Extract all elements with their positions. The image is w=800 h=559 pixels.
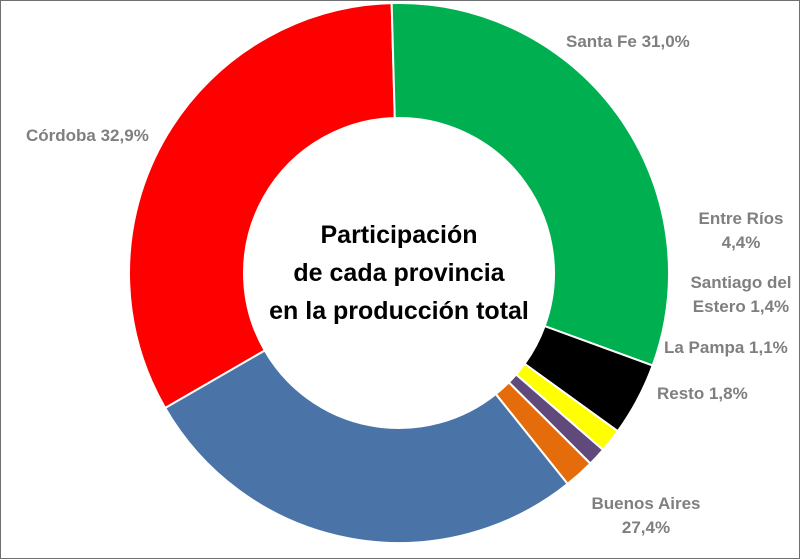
slice-label-line: 4,4%	[722, 233, 761, 252]
slice-santa-fe	[390, 2, 670, 367]
slice-label-line: Estero 1,4%	[693, 297, 789, 316]
slice-label-santa-fe: Santa Fe 31,0%	[566, 32, 690, 51]
center-title-line: Participación	[321, 221, 478, 249]
slice-label-c-rdoba: Córdoba 32,9%	[26, 126, 149, 145]
slice-label-buenos-aires: Buenos Aires 27,4%	[592, 494, 701, 537]
slice-c-rdoba	[128, 2, 396, 410]
slice-label-line: Santiago del	[690, 273, 791, 292]
slice-label-la-pampa: La Pampa 1,1%	[664, 338, 788, 357]
slice-label-entre-r-os: Entre Ríos 4,4%	[698, 209, 783, 252]
slice-label-line: Santa Fe 31,0%	[566, 32, 690, 51]
slice-label-line: 27,4%	[622, 518, 670, 537]
slice-buenos-aires	[163, 349, 570, 544]
slice-label-santiago-del-estero: Santiago del Estero 1,4%	[690, 273, 791, 316]
center-title-line: de cada provincia	[293, 259, 505, 287]
slice-label-line: Resto 1,8%	[657, 384, 748, 403]
slice-labels: Córdoba 32,9% Santa Fe 31,0% Entre Ríos 4,4…	[26, 32, 792, 537]
slice-label-line: Buenos Aires	[592, 494, 701, 513]
slice-label-resto: Resto 1,8%	[657, 384, 748, 403]
slice-label-line: La Pampa 1,1%	[664, 338, 788, 357]
center-title: Participación de cada provincia en la prod…	[269, 221, 529, 325]
center-title-line: en la producción total	[269, 297, 529, 325]
donut-slices	[128, 2, 670, 544]
slice-label-line: Córdoba 32,9%	[26, 126, 149, 145]
slice-label-line: Entre Ríos	[698, 209, 783, 228]
